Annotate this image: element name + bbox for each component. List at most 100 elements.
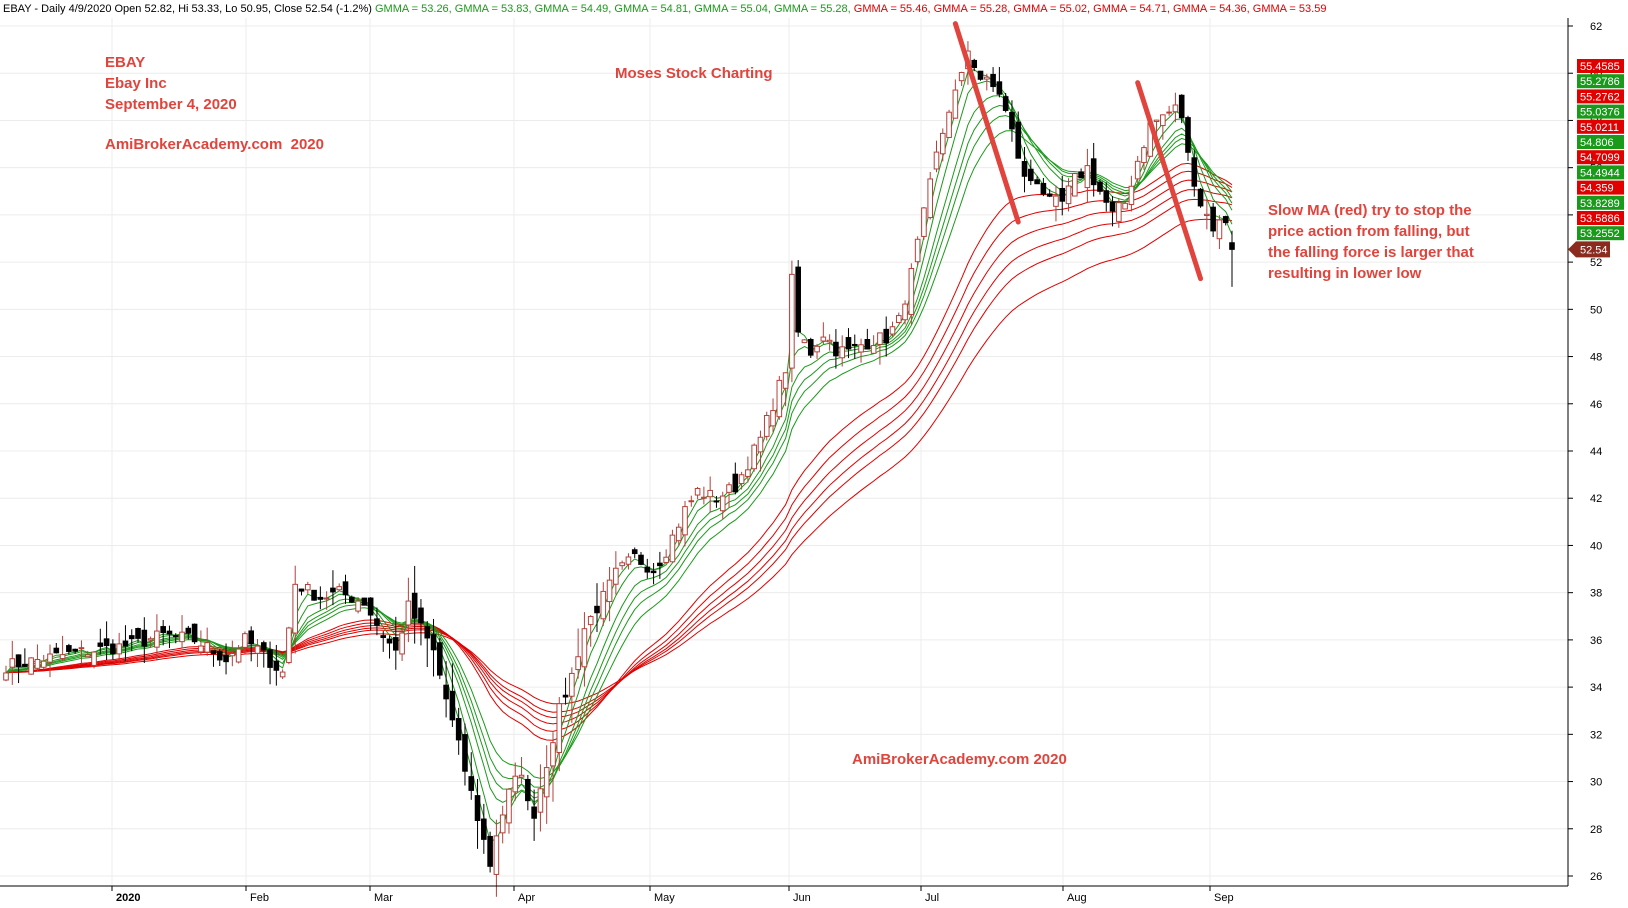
candle[interactable] [1109,196,1116,227]
candle[interactable] [738,471,745,490]
candle[interactable] [128,629,135,652]
candle[interactable] [84,650,91,658]
candle[interactable] [1222,215,1229,226]
candle[interactable] [1072,172,1078,197]
candle[interactable] [361,597,368,606]
candle[interactable] [763,411,770,441]
candle[interactable] [122,625,129,662]
candle[interactable] [518,757,525,784]
candle[interactable] [1084,148,1091,203]
candle[interactable] [443,661,449,718]
candle[interactable] [1097,179,1103,195]
candle[interactable] [267,641,273,685]
candle[interactable] [669,529,676,563]
candle[interactable] [1078,168,1084,179]
candle[interactable] [22,648,28,668]
candle[interactable] [367,597,374,631]
candle[interactable] [1065,178,1072,212]
candle[interactable] [977,70,984,81]
candle[interactable] [877,332,883,365]
candle[interactable] [745,456,751,483]
candle[interactable] [242,631,248,654]
candle[interactable] [380,631,387,652]
candle[interactable] [116,632,122,665]
candle[interactable] [1021,147,1028,193]
candle[interactable] [59,635,66,662]
candle[interactable] [820,322,827,345]
candle[interactable] [789,260,795,383]
candle[interactable] [499,805,506,844]
candle[interactable] [455,707,462,755]
candle[interactable] [682,500,688,547]
candle[interactable] [1103,182,1110,212]
candle[interactable] [97,628,104,655]
candle[interactable] [851,334,858,359]
candle[interactable] [1116,198,1122,228]
candle[interactable] [625,553,632,570]
candle[interactable] [562,677,569,705]
candle[interactable] [135,627,141,643]
candle[interactable] [474,778,481,849]
candle[interactable] [807,337,814,358]
candle[interactable] [575,628,581,679]
candle[interactable] [172,633,179,644]
candle[interactable] [1172,92,1179,123]
candle[interactable] [833,329,839,369]
candle[interactable] [248,626,254,662]
candle[interactable] [757,430,764,472]
candle[interactable] [1059,175,1066,216]
candle[interactable] [1134,155,1141,185]
candle[interactable] [814,343,820,359]
candle[interactable] [110,639,116,660]
candle[interactable] [619,560,625,570]
candle[interactable] [28,657,34,675]
candles-group[interactable] [3,41,1235,897]
candle[interactable] [418,599,424,646]
candle[interactable] [933,140,940,173]
candle[interactable] [393,616,399,670]
candle[interactable] [921,206,927,240]
candle[interactable] [845,328,852,359]
candle[interactable] [776,375,783,420]
candle[interactable] [650,563,657,585]
candle[interactable] [3,665,9,682]
candle[interactable] [254,639,261,668]
candle[interactable] [613,551,619,595]
candle[interactable] [864,328,871,350]
candle[interactable] [946,109,952,138]
candle[interactable] [770,398,776,433]
candle[interactable] [895,312,902,324]
candle[interactable] [1028,159,1034,186]
candle[interactable] [286,626,292,665]
candle[interactable] [437,637,443,680]
candle[interactable] [348,595,355,604]
candle[interactable] [53,643,60,654]
candle[interactable] [179,615,185,649]
candle[interactable] [1090,142,1097,197]
candle[interactable] [103,621,110,661]
candle[interactable] [210,650,217,667]
candle[interactable] [537,764,544,832]
candle[interactable] [751,443,757,472]
candle[interactable] [638,551,644,566]
candle[interactable] [204,627,210,656]
candle[interactable] [462,723,468,786]
candle[interactable] [663,549,669,564]
candle[interactable] [34,644,41,672]
candle[interactable] [40,654,47,670]
candle[interactable] [311,589,317,601]
candle[interactable] [870,335,877,354]
candle[interactable] [481,803,487,854]
candle[interactable] [1053,185,1059,222]
candle[interactable] [1185,115,1191,161]
candle[interactable] [543,745,550,824]
candle[interactable] [91,650,97,669]
candle[interactable] [914,236,921,266]
candle[interactable] [939,128,946,162]
candle[interactable] [594,583,600,633]
candle[interactable] [1122,202,1128,210]
candle[interactable] [1166,105,1172,116]
candle[interactable] [47,644,53,678]
candle[interactable] [1216,215,1223,250]
